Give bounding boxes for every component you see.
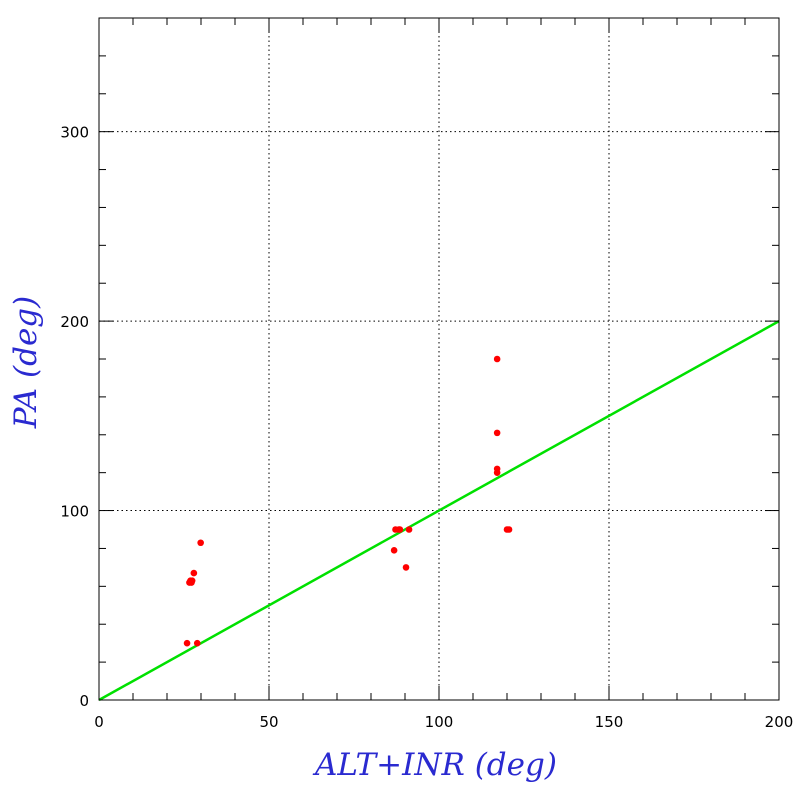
data-point — [188, 579, 195, 586]
data-point — [193, 639, 201, 647]
data-point — [493, 429, 501, 437]
data-point — [197, 539, 204, 547]
reference-line-layer — [98, 320, 780, 702]
y-tick-label: 300 — [60, 124, 89, 142]
data-point — [405, 526, 413, 533]
x-tick-label: 0 — [94, 713, 104, 731]
data-point — [402, 564, 410, 571]
y-axis-title: PA (deg) — [8, 296, 44, 429]
data-point — [190, 569, 198, 577]
y-tick-label: 100 — [60, 503, 89, 521]
grid-lines — [99, 18, 779, 700]
data-point — [505, 526, 513, 533]
x-tick-label: 50 — [259, 713, 278, 731]
reference-line — [98, 320, 780, 702]
x-tick-label: 200 — [765, 713, 794, 731]
data-point — [183, 639, 191, 647]
data-point — [493, 469, 501, 476]
tick-labels: 0 50 100 150 200 0 100 200 300 — [60, 124, 793, 731]
data-point — [390, 547, 398, 554]
x-axis-title: ALT+INR (deg) — [312, 747, 557, 783]
data-point — [396, 526, 404, 533]
plot-frame — [98, 17, 780, 701]
y-tick-label: 200 — [60, 313, 89, 331]
axis-ticks — [98, 17, 780, 701]
data-points-layer — [183, 355, 513, 647]
x-tick-label: 150 — [595, 713, 624, 731]
data-point — [493, 355, 501, 363]
y-tick-label: 0 — [79, 692, 89, 710]
x-tick-label: 100 — [425, 713, 454, 731]
